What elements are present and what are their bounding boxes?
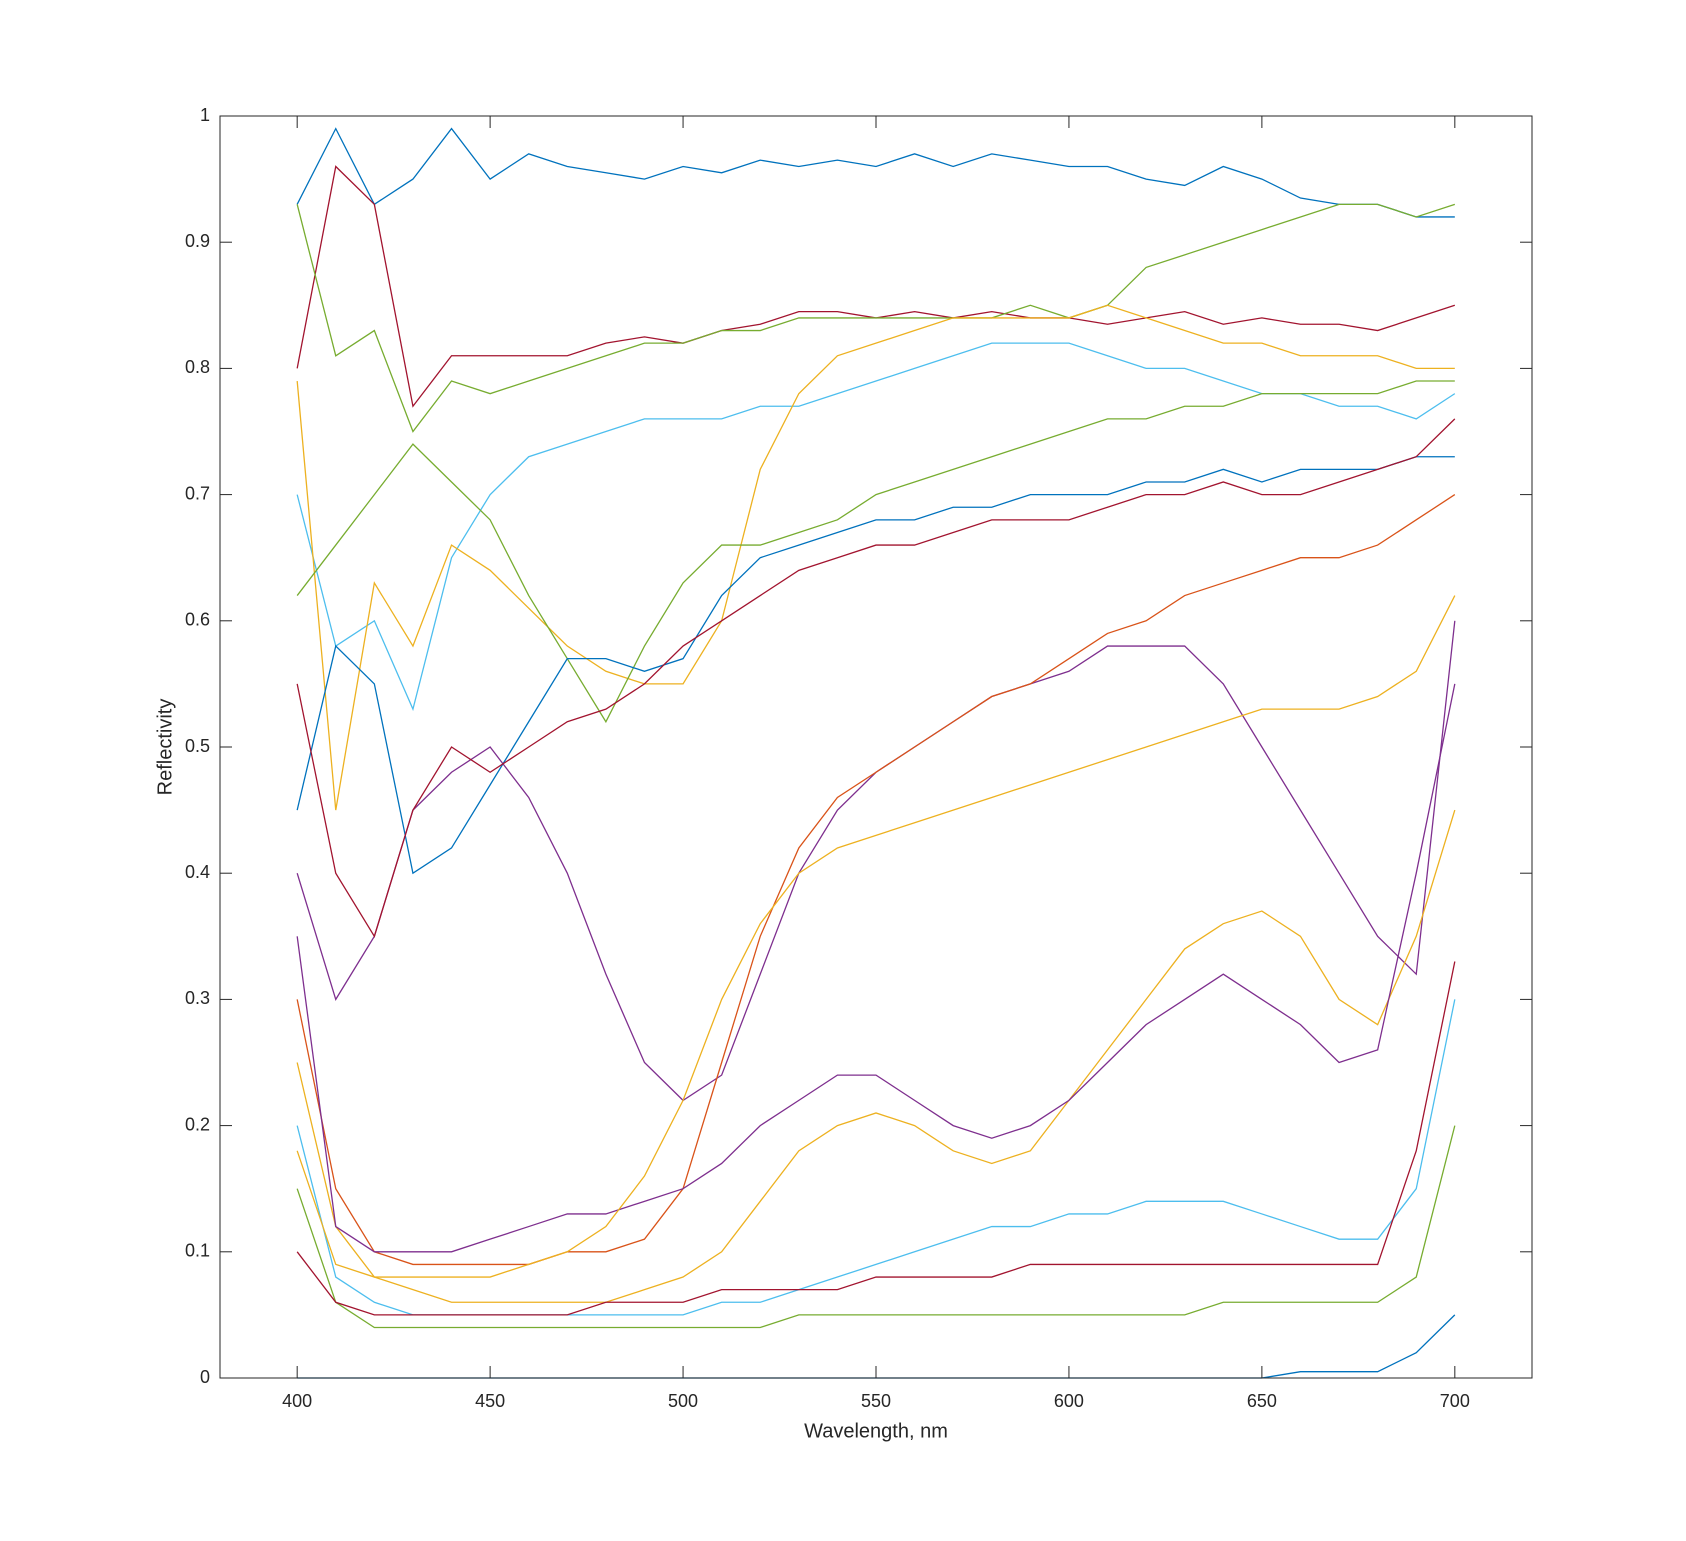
y-tick-label: 0.3: [185, 988, 210, 1008]
y-tick-label: 0.2: [185, 1114, 210, 1134]
y-tick-label: 0.6: [185, 610, 210, 630]
y-tick-label: 0.8: [185, 357, 210, 377]
data-line: [296, 1125, 1456, 1329]
x-tick-label: 450: [475, 1391, 505, 1411]
data-line: [296, 418, 1456, 938]
x-tick-label: 500: [668, 1391, 698, 1411]
y-tick-label: 0: [200, 1367, 210, 1387]
y-axis-label: Reflectivity: [154, 699, 176, 796]
x-tick-label: 550: [861, 1391, 891, 1411]
y-tick-label: 0.9: [185, 231, 210, 251]
data-line: [296, 127, 1455, 218]
data-line: [296, 304, 1455, 811]
y-tick-label: 0.7: [185, 483, 210, 503]
data-line: [296, 494, 1456, 1266]
x-tick-label: 600: [1054, 1391, 1084, 1411]
data-line: [296, 456, 1455, 875]
x-tick-label: 700: [1440, 1391, 1470, 1411]
data-line: [296, 203, 1456, 433]
data-line: [296, 809, 1456, 1303]
x-tick-label: 650: [1247, 1391, 1277, 1411]
x-axis-label: Wavelength, nm: [804, 1420, 948, 1442]
data-line: [296, 961, 1456, 1316]
y-tick-label: 0.4: [185, 862, 210, 882]
y-tick-label: 0.5: [185, 736, 210, 756]
data-line: [296, 380, 1455, 724]
data-line: [296, 595, 1456, 1278]
y-tick-label: 1: [200, 105, 210, 125]
data-line: [296, 683, 1456, 1253]
y-tick-label: 0.1: [185, 1241, 210, 1261]
x-tick-label: 400: [282, 1391, 312, 1411]
